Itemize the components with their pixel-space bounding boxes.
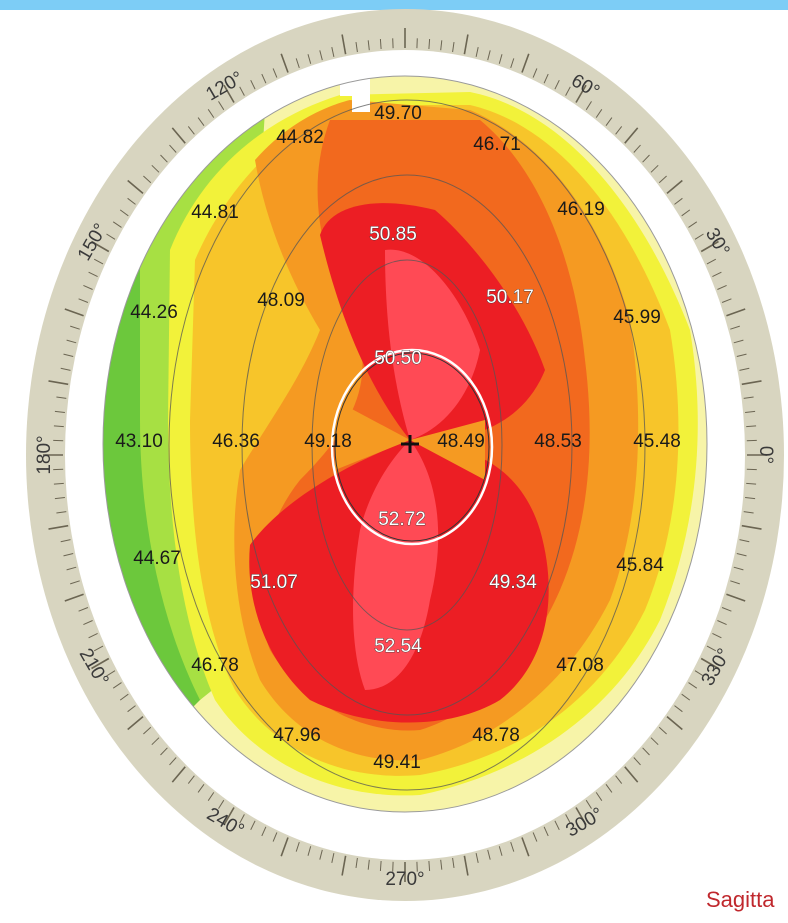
degree-tick [380,39,381,49]
reading-lower-right-outer: 47.08 [556,655,604,676]
degree-tick [746,426,756,427]
reading-lower-left-mid: 51.07 [250,572,298,593]
reading-upper-inner: 50.50 [374,348,422,369]
reading-right-mid: 48.53 [534,431,582,452]
reading-left-mid: 46.36 [212,431,260,452]
degree-label: 0° [755,446,776,464]
reading-upper-left-mid: 48.09 [257,290,305,311]
degree-tick [54,483,64,484]
reading-left-outer: 43.10 [115,431,163,452]
reading-lower-center: 52.54 [374,636,422,657]
reading-right-inner: 48.49 [437,431,485,452]
reading-superior-center: 49.70 [374,103,422,124]
reading-right-outer: 45.48 [633,431,681,452]
reading-upper-right-outer: 46.19 [557,199,605,220]
reading-left-inner: 49.18 [304,431,352,452]
reading-upper-right-mid: 50.17 [486,287,534,308]
reading-superior-right: 46.71 [473,134,521,155]
reading-inferior-center: 49.41 [373,752,421,773]
degree-tick [54,426,64,427]
map-type-caption: Sagitta [706,887,775,913]
reading-right-lower-outer: 45.84 [616,555,664,576]
degree-label: 270° [385,869,424,890]
degree-tick [429,861,430,871]
reading-upper-left-outer: 44.81 [191,202,239,223]
reading-left-upper-outer: 44.26 [130,302,178,323]
reading-inferior-left: 47.96 [273,725,321,746]
reading-inferior-right: 48.78 [472,725,520,746]
reading-lower-left-outer: 46.78 [191,655,239,676]
degree-tick [429,39,430,49]
degree-tick [380,861,381,871]
reading-left-lower-outer: 44.67 [133,548,181,569]
reading-lower-right-mid: 49.34 [489,572,537,593]
reading-upper-center: 50.85 [369,224,417,245]
reading-superior-left: 44.82 [276,127,324,148]
degree-tick [746,483,756,484]
reading-right-upper-outer: 45.99 [613,307,661,328]
degree-label: 180° [34,435,55,474]
reading-lower-inner: 52.72 [378,509,426,530]
